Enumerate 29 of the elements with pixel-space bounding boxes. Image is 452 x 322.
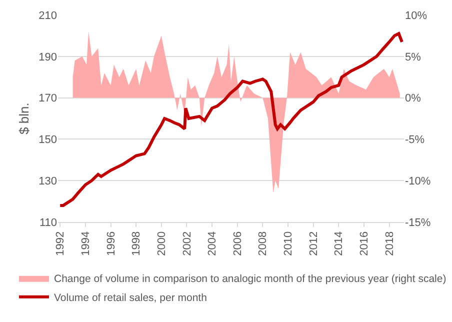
x-tick-label: 2004	[206, 231, 219, 256]
x-tick-label: 1998	[130, 231, 143, 256]
y2-tick-label: -10%	[405, 175, 431, 188]
y-tick-label: 110	[39, 216, 57, 229]
x-tick-label: 2010	[282, 231, 295, 256]
x-tick-label: 2014	[333, 231, 346, 256]
x-tick-label: 2008	[257, 231, 270, 256]
x-tick-label: 2012	[308, 231, 320, 256]
legend-label: Volume of retail sales, per month	[54, 292, 208, 304]
y-tick-label: 130	[38, 175, 57, 188]
x-tick-label: 1996	[105, 231, 118, 256]
y2-tick-label: -15%	[405, 216, 431, 229]
x-tick-label: 2018	[384, 231, 396, 256]
y-tick-label: 170	[38, 92, 57, 105]
y2-tick-label: -5%	[405, 134, 425, 146]
legend-label: Change of volume in comparison to analogic month of the previous year (right scale)	[54, 272, 446, 285]
y2-tick-label: 5%	[405, 51, 422, 64]
y-tick-label: 190	[38, 51, 57, 64]
y-tick-label: 150	[38, 134, 57, 146]
x-tick-label: 2016	[358, 231, 371, 256]
x-tick-label: 2002	[181, 231, 194, 256]
x-tick-label: 2000	[156, 231, 168, 256]
y2-tick-label: 10%	[405, 10, 428, 22]
x-tick-label: 1994	[80, 231, 92, 256]
x-tick-label: 2006	[232, 231, 244, 256]
y-axis-title: $ bln.	[16, 102, 32, 134]
x-tick-label: 1992	[54, 231, 67, 256]
y-tick-label: 210	[38, 10, 57, 22]
y2-tick-label: 0%	[405, 92, 422, 105]
